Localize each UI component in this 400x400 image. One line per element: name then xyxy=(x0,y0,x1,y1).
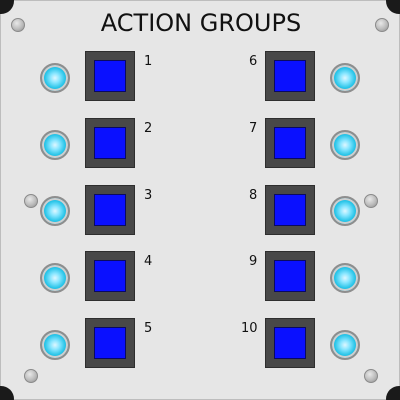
action-group-6-button-face xyxy=(274,60,306,92)
action-group-8-label: 8 xyxy=(249,188,258,203)
action-group-1-button[interactable] xyxy=(85,51,135,101)
action-group-1-button-face xyxy=(94,60,126,92)
action-group-10-label: 10 xyxy=(241,321,258,336)
action-group-9-button-face xyxy=(274,260,306,292)
action-group-7-button-face xyxy=(274,127,306,159)
screw-icon xyxy=(24,194,38,208)
action-group-9-indicator-light xyxy=(330,263,360,293)
action-group-9-button[interactable] xyxy=(265,251,315,301)
action-group-5-label: 5 xyxy=(144,321,153,336)
screw-icon xyxy=(364,369,378,383)
action-group-8-indicator-light xyxy=(330,196,360,226)
action-group-4-label: 4 xyxy=(144,254,153,269)
action-group-4-button[interactable] xyxy=(85,251,135,301)
screw-icon xyxy=(24,369,38,383)
action-group-6-button[interactable] xyxy=(265,51,315,101)
action-group-10-button-face xyxy=(274,327,306,359)
action-group-1-indicator-light xyxy=(40,63,70,93)
action-group-2-label: 2 xyxy=(144,121,153,136)
action-group-2-button[interactable] xyxy=(85,118,135,168)
panel-corner xyxy=(0,386,14,400)
action-group-7-indicator-light xyxy=(330,130,360,160)
action-group-4-button-face xyxy=(94,260,126,292)
action-group-10-indicator-light xyxy=(330,330,360,360)
action-group-2-indicator-light xyxy=(40,130,70,160)
action-group-6-label: 6 xyxy=(249,54,258,69)
screw-icon xyxy=(375,18,389,32)
action-group-7-label: 7 xyxy=(249,121,258,136)
panel-corner xyxy=(386,0,400,14)
action-group-3-button-face xyxy=(94,194,126,226)
action-group-10-button[interactable] xyxy=(265,318,315,368)
panel-title: ACTION GROUPS xyxy=(100,9,302,37)
action-group-5-button[interactable] xyxy=(85,318,135,368)
screw-icon xyxy=(364,194,378,208)
action-group-3-indicator-light xyxy=(40,196,70,226)
action-group-5-button-face xyxy=(94,327,126,359)
action-group-8-button-face xyxy=(274,194,306,226)
screw-icon xyxy=(11,18,25,32)
action-group-5-indicator-light xyxy=(40,330,70,360)
action-group-1-label: 1 xyxy=(144,54,153,69)
action-group-8-button[interactable] xyxy=(265,185,315,235)
action-group-6-indicator-light xyxy=(330,63,360,93)
action-group-9-label: 9 xyxy=(249,254,258,269)
action-group-4-indicator-light xyxy=(40,263,70,293)
action-group-3-label: 3 xyxy=(144,188,153,203)
panel-corner xyxy=(386,386,400,400)
action-group-2-button-face xyxy=(94,127,126,159)
action-group-3-button[interactable] xyxy=(85,185,135,235)
action-group-7-button[interactable] xyxy=(265,118,315,168)
